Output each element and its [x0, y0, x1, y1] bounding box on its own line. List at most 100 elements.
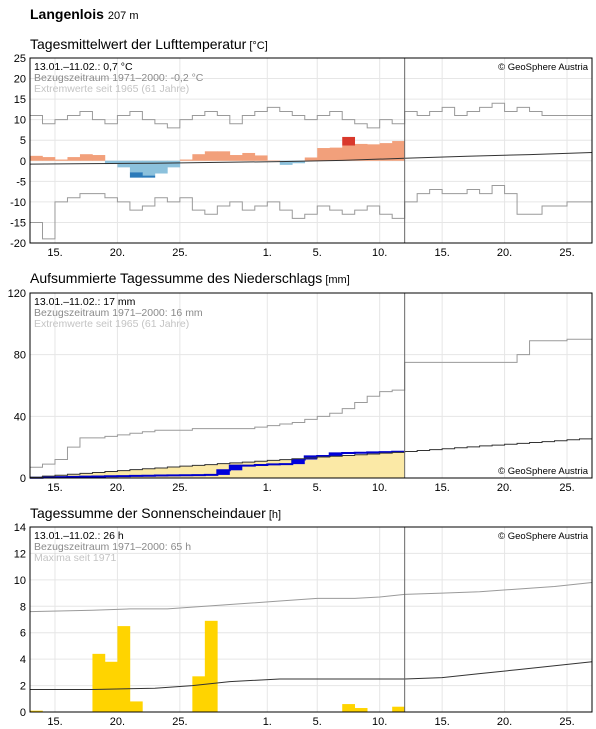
temperature-title: Tagesmittelwert der Lufttemperatur [°C] [30, 36, 268, 52]
temperature-bar [317, 148, 331, 161]
temperature-bar [54, 159, 68, 161]
temperature-frame [29, 57, 593, 244]
temperature-bar [392, 141, 405, 161]
precipitation-ytick-label: 0 [20, 473, 26, 485]
sunshine-credit: © GeoSphere Austria [498, 531, 589, 542]
precipitation-xtick-label: 25. [559, 482, 574, 494]
temperature-bar-extreme [142, 175, 156, 178]
sunshine-ytick-label: 8 [20, 601, 26, 613]
precipitation-title-text: Aufsummierte Tagessumme des Niederschlag… [30, 270, 323, 286]
precipitation-rain-day [292, 459, 305, 465]
temperature-max-line [30, 102, 592, 129]
temperature-ytick-label: 0 [20, 156, 26, 168]
temperature-ytick-label: -20 [10, 238, 26, 250]
precipitation-max-line [30, 338, 592, 468]
temperature-bar [179, 159, 193, 161]
temperature-bar [254, 155, 268, 161]
temperature-bar [292, 160, 306, 164]
temperature-bar [329, 147, 343, 161]
sunshine-ytick-label: 14 [14, 522, 26, 534]
sunshine-ytick-label: 0 [20, 707, 26, 719]
temperature-xtick-label: 15. [434, 247, 449, 259]
precipitation-chart: 0 40 80 120 15. 20. 25. 1. 5. 10. 15. 20. 25. 13.01.–… [8, 288, 593, 494]
sunshine-info-line: Bezugszeitraum 1971–2000: 65 h [34, 541, 191, 553]
temperature-bar-extreme [342, 136, 356, 146]
temperature-bar [79, 154, 93, 161]
sunshine-bar [104, 661, 118, 712]
temperature-bar [142, 160, 156, 176]
temperature-xtick-label: 15. [47, 247, 62, 259]
temperature-bar [229, 155, 243, 161]
sunshine-xtick-label: 20. [110, 716, 125, 728]
sunshine-max-line [29, 582, 593, 613]
temperature-ytick-label: 10 [14, 115, 26, 127]
precipitation-title: Aufsummierte Tagessumme des Niederschlag… [30, 270, 350, 286]
precipitation-rain-day [217, 470, 230, 475]
sunshine-ytick-label: 2 [20, 681, 26, 693]
temperature-bar [92, 155, 106, 161]
precipitation-credit: © GeoSphere Austria [498, 466, 589, 477]
precipitation-xtick-label: 15. [434, 482, 449, 494]
precipitation-frame [29, 292, 593, 479]
temperature-chart: -20 -15 -10 -5 0 5 10 15 20 25 15. 20. 25. 1. 5. 10. 15.… [10, 53, 593, 259]
sunshine-bar [354, 708, 368, 712]
temperature-xtick-label: 20. [110, 247, 125, 259]
temperature-info-line: Extremwerte seit 1965 (61 Jahre) [34, 83, 189, 95]
precipitation-xtick-label: 1. [263, 482, 272, 494]
sunshine-xtick-label: 25. [172, 716, 187, 728]
sunshine-chart: 0 2 4 6 8 10 12 14 15. 20. 25. 1. 5. 10. 15. 20. 25. 13.0… [14, 522, 593, 728]
sunshine-xtick-label: 1. [263, 716, 272, 728]
temperature-title-text: Tagesmittelwert der Lufttemperatur [30, 36, 247, 52]
precipitation-xtick-label: 20. [110, 482, 125, 494]
temperature-bar [367, 144, 380, 161]
sunshine-title: Tagessumme der Sonnenscheindauer [h] [30, 505, 281, 521]
temperature-info-line: 13.01.–11.02.: 0,7 °C [34, 61, 133, 73]
temperature-bar [30, 155, 43, 161]
sunshine-bar [192, 676, 206, 712]
precipitation-rain-day [229, 465, 243, 471]
temperature-credit: © GeoSphere Austria [498, 62, 589, 73]
station-header: Langenlois 207 m [30, 6, 138, 22]
sunshine-xtick-label: 15. [434, 716, 449, 728]
temperature-ytick-label: 5 [20, 135, 26, 147]
precipitation-observed-line [30, 450, 405, 479]
precipitation-ytick-label: 40 [14, 411, 26, 423]
temperature-bar [342, 145, 356, 161]
sunshine-unit: [h] [268, 509, 282, 521]
precipitation-info-line: Bezugszeitraum 1971–2000: 16 mm [34, 307, 203, 319]
temperature-normal-line [29, 152, 593, 165]
temperature-bar [67, 157, 81, 161]
sunshine-bar [117, 626, 131, 712]
sunshine-bar [342, 704, 356, 712]
precipitation-xtick-label: 5. [313, 482, 322, 494]
sunshine-ytick-label: 12 [14, 548, 26, 560]
temperature-bar [167, 160, 181, 168]
sunshine-info-line: Maxima seit 1971 [34, 552, 116, 564]
precipitation-xtick-label: 20. [497, 482, 512, 494]
sunshine-bar [204, 620, 218, 712]
sunshine-bar [392, 706, 405, 712]
temperature-bar [354, 143, 368, 161]
temperature-bar [279, 160, 293, 165]
sunshine-frame [29, 526, 593, 713]
sunshine-xtick-label: 25. [559, 716, 574, 728]
sunshine-xtick-label: 15. [47, 716, 62, 728]
temperature-bar [42, 157, 56, 161]
temperature-ytick-label: -15 [10, 217, 26, 229]
temperature-bar [117, 160, 131, 168]
precipitation-xtick-label: 10. [372, 482, 387, 494]
temperature-xtick-label: 5. [313, 247, 322, 259]
temperature-bar-extreme [129, 172, 143, 178]
sunshine-info-line: 13.01.–11.02.: 26 h [34, 530, 124, 542]
precipitation-rain-day [329, 453, 343, 457]
temperature-bar [304, 157, 318, 161]
temperature-bar [242, 152, 256, 161]
temperature-ytick-label: 25 [14, 53, 26, 65]
temperature-info-line: Bezugszeitraum 1971–2000: -0,2 °C [34, 72, 204, 84]
precipitation-ytick-label: 80 [14, 350, 26, 362]
precipitation-info-line: 13.01.–11.02.: 17 mm [34, 296, 136, 308]
temperature-bar [217, 151, 231, 161]
temperature-ytick-label: 15 [14, 94, 26, 106]
